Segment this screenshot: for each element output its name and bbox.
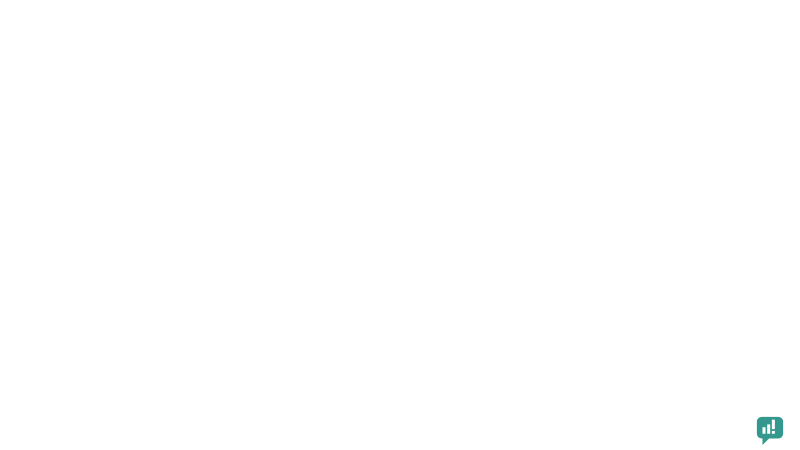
bar-chart [0,0,800,400]
newsworthy-icon [756,416,784,445]
newsworthy-logo[interactable] [755,415,792,445]
